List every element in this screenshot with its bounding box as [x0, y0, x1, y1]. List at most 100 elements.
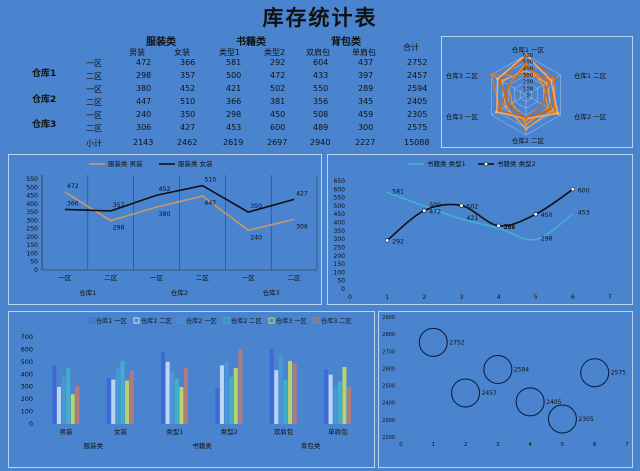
radar-point — [497, 108, 502, 112]
x-tick-label: 7 — [625, 442, 629, 448]
y-tick-label: 400 — [26, 201, 38, 208]
col-header: 类型2 — [264, 48, 286, 57]
y-tick-label: 600 — [334, 186, 346, 193]
value-cell: 508 — [313, 110, 329, 119]
data-label: 472 — [429, 209, 441, 216]
radar-tick-label: 100 — [523, 86, 534, 92]
data-label: 357 — [113, 202, 125, 209]
value-cell: 489 — [313, 123, 329, 132]
y-tick-label: 200 — [26, 234, 38, 241]
subtotal-cell: 2227 — [355, 138, 376, 147]
bar — [75, 385, 80, 424]
value-cell: 240 — [136, 110, 152, 119]
radar-category-label: 仓库3 二区 — [446, 71, 479, 80]
radar-point — [547, 80, 551, 84]
bar — [129, 370, 134, 424]
line-marker — [496, 223, 501, 228]
radar-point — [504, 105, 508, 109]
group-label: 服装类 — [84, 441, 104, 450]
x-tick-label: 一区 — [242, 274, 256, 282]
zone-cell: 一区 — [86, 85, 102, 94]
page-title: 库存统计表 — [262, 5, 378, 30]
subtotal-cell: 2697 — [267, 138, 288, 147]
value-cell: 421 — [226, 84, 242, 93]
bar — [283, 379, 288, 424]
value-cell: 289 — [358, 84, 374, 93]
bar — [219, 365, 224, 424]
col-header: 类型1 — [219, 48, 241, 57]
y-tick-label: 2300 — [382, 418, 395, 424]
data-label: 380 — [159, 211, 171, 218]
legend-swatch — [223, 317, 230, 324]
y-tick-label: 550 — [26, 176, 38, 183]
x-tick-label: 1 — [385, 294, 389, 301]
x-tick-label: 二区 — [288, 274, 302, 282]
y-tick-label: 0 — [34, 267, 38, 274]
x-tick-label: 类型1 — [166, 427, 183, 436]
bubble-label: 2594 — [514, 366, 529, 373]
radar-point — [545, 81, 549, 85]
bar — [52, 365, 57, 424]
radar-category-label: 仓库1 二区 — [574, 71, 607, 80]
bubble-label: 2752 — [449, 339, 464, 346]
bar — [269, 348, 274, 424]
value-cell: 450 — [270, 110, 286, 119]
value-cell: 502 — [270, 84, 286, 93]
zone-cell: 一区 — [86, 59, 102, 68]
radar-point — [556, 111, 560, 115]
radar-point — [553, 110, 557, 114]
col-header: 女装 — [174, 48, 190, 57]
total-cell: 2457 — [407, 71, 428, 80]
bubble — [580, 358, 610, 388]
value-cell: 380 — [136, 84, 152, 93]
data-label: 581 — [392, 188, 404, 195]
clothing-line-chart-panel: 0 50 100 150 200 250 300 350 400 450 500 550 一区 二区 一区二… — [8, 154, 322, 305]
x-tick-label: 一区 — [150, 274, 164, 282]
y-tick-label: 450 — [26, 193, 38, 200]
bar — [278, 355, 283, 424]
value-cell: 298 — [136, 71, 152, 80]
data-label: 292 — [392, 238, 404, 245]
bar — [238, 349, 243, 424]
y-tick-label: 150 — [334, 261, 346, 268]
x-tick-label: 男装 — [60, 427, 74, 436]
legend-label: 仓库1 一区 — [96, 317, 127, 325]
bar — [184, 367, 189, 424]
data-label: 306 — [296, 223, 308, 230]
y-tick-label: 400 — [334, 220, 346, 227]
bar — [170, 371, 175, 424]
radar-point — [524, 127, 528, 131]
bar — [324, 369, 329, 424]
value-cell: 510 — [180, 97, 196, 106]
radar-point — [546, 106, 550, 110]
x-tick-label: 类型2 — [221, 427, 238, 436]
group-label: 仓库2 — [171, 288, 188, 297]
total-cell: 2594 — [407, 84, 428, 93]
value-cell: 452 — [180, 84, 196, 93]
x-tick-label: 3 — [496, 442, 500, 448]
col-header-total: 合计 — [403, 43, 419, 52]
group-header-books: 书籍类 — [236, 37, 266, 48]
data-label: 502 — [466, 204, 478, 211]
y-tick-label: 450 — [334, 211, 346, 218]
data-label: 381 — [504, 224, 516, 231]
y-tick-label: 2400 — [382, 401, 395, 407]
data-label: 453 — [578, 210, 590, 217]
bar — [165, 361, 170, 424]
zone-cell: 二区 — [86, 124, 102, 133]
bar — [120, 360, 125, 424]
x-tick-label: 4 — [497, 294, 501, 301]
data-label: 350 — [250, 203, 262, 210]
value-cell: 427 — [180, 123, 196, 132]
radar-point — [524, 53, 528, 57]
y-tick-label: 500 — [21, 358, 33, 366]
radar-point — [495, 110, 499, 114]
legend-label: 仓库2 一区 — [186, 317, 217, 325]
value-cell: 600 — [270, 123, 286, 132]
line-marker — [459, 203, 464, 208]
y-tick-label: 250 — [334, 244, 346, 251]
radar-point — [541, 103, 545, 107]
value-cell: 581 — [226, 58, 242, 67]
bar — [161, 351, 166, 424]
bar-chart: 0 100 200 300 400 500 600 700 男装 女装 类型1 类型2 双肩包 单肩包服装… — [21, 317, 352, 450]
